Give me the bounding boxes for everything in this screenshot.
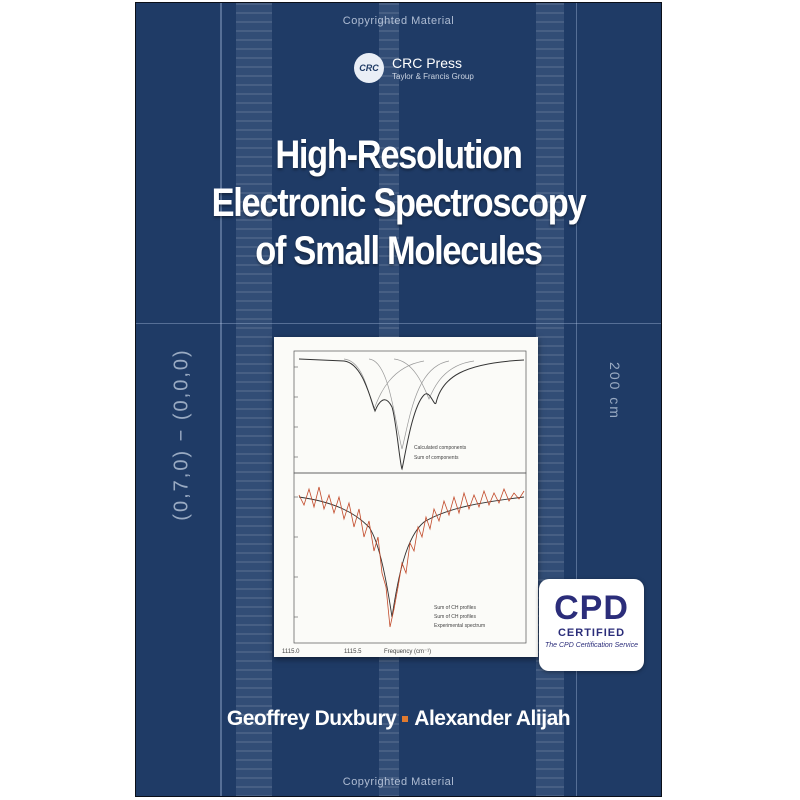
bottom-panel-frame [293,472,527,644]
top-component-2 [368,358,450,450]
cpd-certified-label: CERTIFIED [557,627,626,639]
cpd-logo-text: CPD [554,589,629,627]
bottom-experimental-spectrum [298,486,525,628]
title-line: of Small Molecules [255,229,543,273]
x-axis-label: Frequency (cm⁻¹) [384,649,431,655]
author-separator [402,716,409,723]
author-name: Alexander Alijah [414,707,571,730]
side-formula-right: 200 cm [606,362,623,420]
top-component-3 [393,358,475,400]
top-legend: Calculated components Sum of components [414,445,467,461]
copyright-mark-top: Copyrighted Material [342,15,455,27]
publisher-name: CRC Press [392,55,463,71]
cpd-certified-badge: CPD CERTIFIED The CPD Certification Serv… [539,579,644,671]
top-panel-frame [293,350,527,474]
publisher-imprint: Taylor & Francis Group [392,72,474,81]
copyright-mark-bottom: Copyrighted Material [342,776,455,788]
decorative-line [136,323,661,324]
authors: Geoffrey Duxbury Alexander Alijah [136,707,661,731]
decorative-band [536,3,564,796]
spectrum-figure: Calculated components Sum of components … [274,337,538,657]
top-sum-spectrum [298,358,525,471]
title-line: High-Resolution [275,133,523,177]
bottom-legend-item: Experimental spectrum [434,623,485,629]
bottom-fit-spectrum [298,496,525,618]
bottom-legend-item: Sum of CH profiles [434,605,476,611]
book-title: High-Resolution Electronic Spectroscopy … [173,131,625,275]
top-legend-item: Sum of components [414,455,459,461]
author-name: Geoffrey Duxbury [226,707,397,730]
top-legend-item: Calculated components [414,445,467,451]
decorative-line [220,3,222,796]
decorative-line [576,3,577,796]
bottom-legend: Sum of CH profiles Sum of CH profiles Ex… [434,605,485,629]
crc-logo: CRC [354,53,384,83]
x-tick-label: 1115.0 [282,649,300,655]
cpd-service-label: The CPD Certification Service [545,642,638,649]
publisher-block: CRC CRC Press Taylor & Francis Group [354,53,474,83]
top-axis-ticks [294,366,298,618]
top-component-1 [343,358,425,410]
title-line: Electronic Spectroscopy [211,181,587,225]
book-cover: Copyrighted Material CRC CRC Press Taylo… [135,2,662,797]
decorative-band [236,3,272,796]
side-formula-left: (0,7,0) − (0,0,0) [170,348,193,521]
x-tick-label: 1115.5 [344,649,362,655]
bottom-legend-item: Sum of CH profiles [434,614,476,620]
